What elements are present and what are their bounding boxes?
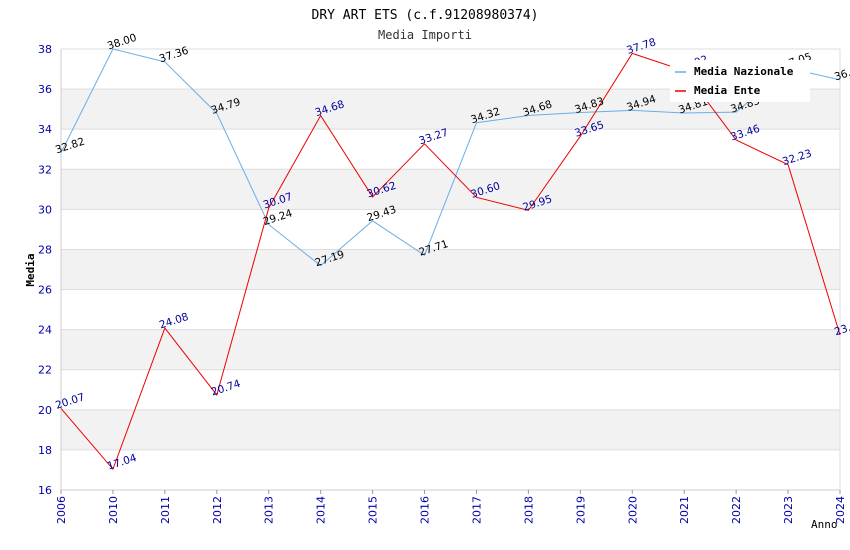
x-tick-label: 2016 — [419, 496, 432, 524]
y-tick-label: 30 — [38, 203, 52, 216]
x-tick-label: 2021 — [678, 496, 691, 524]
data-label: 24.08 — [158, 311, 190, 332]
grid-band — [61, 329, 840, 370]
y-tick-label: 38 — [38, 43, 52, 56]
grid-band — [61, 409, 840, 450]
y-axis-label: Media — [24, 253, 37, 286]
x-tick-label: 2017 — [470, 496, 483, 524]
grid-band — [61, 249, 840, 290]
y-tick-label: 24 — [38, 324, 52, 337]
chart-subtitle: Media Importi — [378, 28, 472, 42]
legend-label-media-ente: Media Ente — [694, 84, 761, 97]
data-label: 20.07 — [54, 391, 86, 412]
chart-title: DRY ART ETS (c.f.91208980374) — [312, 8, 539, 23]
y-tick-label: 28 — [38, 243, 52, 256]
x-tick-label: 2006 — [55, 496, 68, 524]
x-tick-label: 2013 — [263, 496, 276, 524]
series-lines — [60, 48, 841, 471]
data-label: 33.27 — [417, 127, 449, 148]
data-label: 32.82 — [54, 136, 86, 157]
grid-bands — [61, 48, 840, 491]
data-label: 32.23 — [781, 147, 813, 168]
data-label: 37.36 — [158, 45, 191, 66]
x-tick-label: 2020 — [626, 496, 639, 524]
x-tick-label: 2023 — [782, 496, 795, 524]
x-tick-label: 2014 — [315, 496, 328, 524]
legend-box — [670, 60, 810, 102]
y-tick-label: 18 — [38, 444, 52, 457]
x-tick-label: 2015 — [367, 496, 380, 524]
x-tick-label: 2011 — [159, 496, 172, 524]
data-label: 17.04 — [106, 452, 139, 473]
y-tick-label: 16 — [38, 484, 52, 497]
y-tick-label: 36 — [38, 83, 52, 96]
y-tick-label: 34 — [38, 123, 52, 136]
data-label: 36.46 — [833, 63, 850, 84]
data-label: 37.78 — [625, 36, 657, 57]
x-tick-label: 2018 — [522, 496, 535, 524]
x-tick-label: 2010 — [107, 496, 120, 524]
series-line-media-ente — [60, 52, 841, 471]
x-tick-label: 2012 — [211, 496, 224, 524]
y-tick-label: 32 — [38, 163, 52, 176]
y-tick-label: 20 — [38, 404, 52, 417]
x-tick-label: 2019 — [574, 496, 587, 524]
legend-label-media-nazionale: Media Nazionale — [694, 65, 794, 78]
legend: Media Nazionale Media Ente — [670, 60, 810, 102]
x-tick-label: 2024 — [834, 496, 847, 524]
series-line-media-nazionale — [60, 48, 841, 267]
data-label: 20.74 — [210, 378, 243, 399]
x-axis-label: Anno — [811, 518, 838, 531]
y-tick-label: 22 — [38, 364, 52, 377]
y-tick-label: 26 — [38, 284, 52, 297]
x-tick-label: 2022 — [730, 496, 743, 524]
